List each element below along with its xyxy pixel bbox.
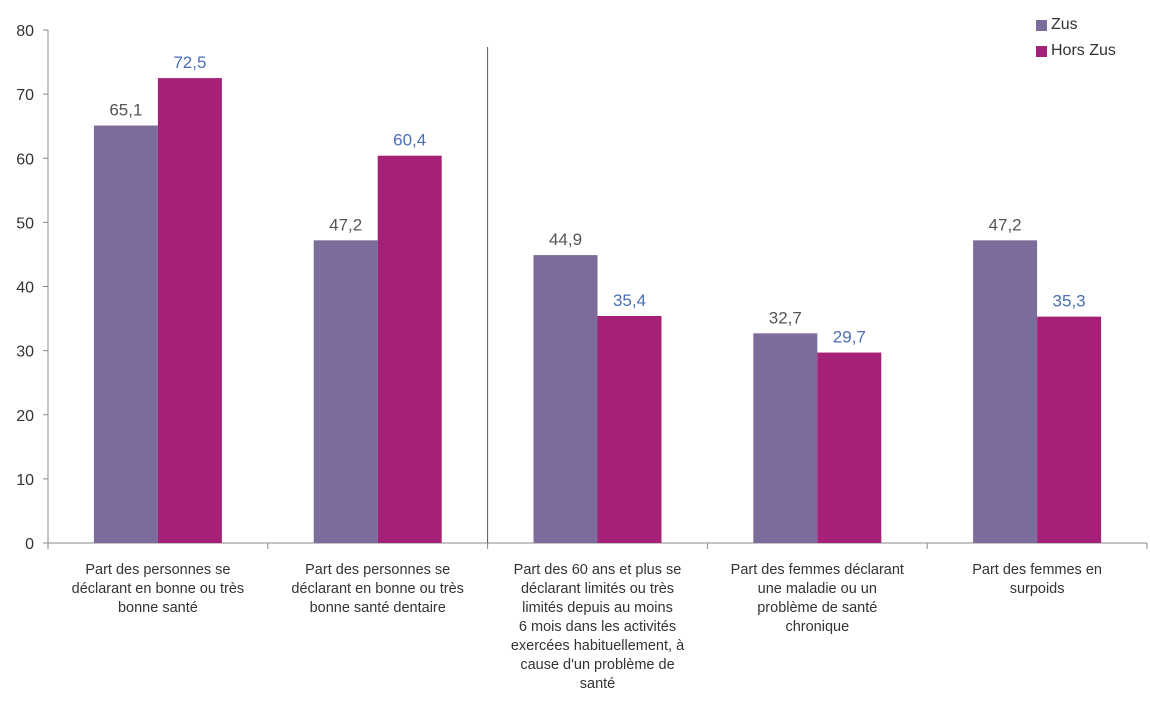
x-category-label: Part des femmes déclarant une maladie ou … <box>712 561 922 637</box>
x-category-label-line: une maladie ou un <box>757 581 877 597</box>
bar-zus <box>753 333 818 543</box>
x-category-label-line: exercées habituellement, à <box>510 638 685 654</box>
data-label: 32,7 <box>769 308 802 327</box>
data-label: 44,9 <box>549 230 582 249</box>
x-category-label-line: déclarant en bonne ou très <box>291 581 464 597</box>
y-axis: 0 10 20 30 40 50 60 70 80 <box>16 23 1148 553</box>
x-category-label-line: Part des 60 ans et plus se <box>513 562 682 578</box>
bar-hors-zus <box>817 352 882 543</box>
legend-label-hors-zus: Hors Zus <box>1051 42 1116 59</box>
y-tick-label: 60 <box>16 151 34 168</box>
bar-zus <box>973 240 1038 543</box>
x-category-label-line: Part des personnes se <box>85 562 231 578</box>
x-category-label: Part des personnes se déclarant en bonne … <box>273 561 483 618</box>
x-category-label-line: bonne santé <box>117 600 198 616</box>
legend: Zus Hors Zus <box>1036 12 1116 64</box>
legend-label-zus: Zus <box>1051 16 1078 33</box>
y-tick-label: 80 <box>16 23 34 40</box>
x-category-label-line: surpoids <box>1009 581 1065 597</box>
legend-swatch-hors-zus <box>1036 45 1047 57</box>
x-category-label-line: bonne santé dentaire <box>309 600 446 616</box>
x-category-label-line: déclarant en bonne ou très <box>71 581 245 597</box>
x-category-label-line: déclarant limités ou très <box>520 581 675 597</box>
x-category-label-line: problème de santé <box>757 600 878 616</box>
x-category-label-line: chronique <box>785 619 850 635</box>
bar-hors-zus <box>377 155 442 543</box>
y-tick-label: 40 <box>16 280 34 297</box>
x-category-label-line: 6 mois dans les activités <box>518 619 677 635</box>
value-labels: 65,1 47,2 44,9 32,7 47,2 72,5 60,4 35,4 29,7 35,3 <box>109 53 1085 346</box>
x-category-label: Part des 60 ans et plus se déclarant limi… <box>493 561 703 694</box>
x-category-label-line: santé <box>579 676 616 692</box>
bars <box>93 78 1102 544</box>
legend-swatch-zus <box>1036 19 1047 31</box>
x-category-label-line: cause d'un problème de <box>520 657 675 673</box>
data-label: 35,4 <box>613 291 646 310</box>
data-label: 60,4 <box>393 131 426 150</box>
legend-item-zus: Zus <box>1036 12 1116 38</box>
bar-hors-zus <box>157 78 222 543</box>
bar-zus <box>93 125 158 543</box>
bar-hors-zus <box>597 315 662 543</box>
y-tick-label: 70 <box>16 87 34 104</box>
x-category-label-line: Part des personnes se <box>305 562 451 578</box>
data-label: 47,2 <box>989 215 1022 234</box>
data-label: 47,2 <box>329 215 362 234</box>
x-category-label: Part des personnes se déclarant en bonne … <box>53 561 263 618</box>
bar-hors-zus <box>1037 316 1102 543</box>
bar-zus <box>313 240 378 543</box>
y-tick-label: 10 <box>16 472 34 489</box>
bar-zus <box>533 255 598 544</box>
data-label: 72,5 <box>173 53 206 72</box>
x-category-label-line: limités depuis au moins <box>522 600 673 616</box>
data-label: 65,1 <box>109 101 142 120</box>
legend-item-hors-zus: Hors Zus <box>1036 38 1116 64</box>
data-label: 29,7 <box>833 328 866 347</box>
data-label: 35,3 <box>1053 292 1086 311</box>
y-tick-label: 20 <box>16 408 34 425</box>
x-category-label-line: Part des femmes déclarant <box>730 562 904 578</box>
y-tick-label: 50 <box>16 215 34 232</box>
x-category-label: Part des femmes en surpoids <box>932 561 1142 599</box>
y-tick-label: 0 <box>25 536 34 553</box>
y-tick-label: 30 <box>16 344 34 361</box>
x-category-label-line: Part des femmes en <box>972 562 1102 578</box>
